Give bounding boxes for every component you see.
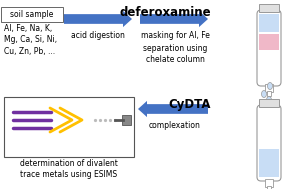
Text: separation using
chelate column: separation using chelate column — [143, 44, 207, 64]
Bar — [259, 14, 279, 32]
Bar — [259, 34, 279, 50]
Text: masking for Al, Fe: masking for Al, Fe — [141, 31, 209, 40]
Polygon shape — [140, 11, 208, 27]
Ellipse shape — [267, 97, 271, 104]
Bar — [122, 115, 131, 125]
Bar — [259, 149, 279, 177]
FancyBboxPatch shape — [259, 99, 279, 107]
Bar — [265, 179, 273, 187]
Text: determination of divalent
trace metals using ESIMS: determination of divalent trace metals u… — [20, 159, 118, 179]
Text: deferoxamine: deferoxamine — [119, 6, 211, 19]
FancyBboxPatch shape — [257, 10, 281, 86]
Text: complexation: complexation — [149, 121, 201, 130]
Ellipse shape — [267, 83, 273, 90]
FancyBboxPatch shape — [259, 4, 279, 12]
Text: acid digestion: acid digestion — [71, 31, 125, 40]
Text: CyDTA: CyDTA — [169, 98, 211, 111]
Ellipse shape — [262, 91, 267, 98]
Bar — [267, 186, 271, 189]
Polygon shape — [64, 11, 132, 27]
FancyBboxPatch shape — [4, 97, 134, 157]
Bar — [267, 91, 271, 96]
Polygon shape — [138, 101, 208, 117]
Text: soil sample: soil sample — [10, 10, 54, 19]
Text: Al, Fe, Na, K,
Mg, Ca, Si, Ni,
Cu, Zn, Pb, ...: Al, Fe, Na, K, Mg, Ca, Si, Ni, Cu, Zn, P… — [4, 24, 57, 56]
FancyBboxPatch shape — [1, 7, 63, 22]
FancyBboxPatch shape — [257, 105, 281, 181]
Bar — [265, 84, 273, 92]
